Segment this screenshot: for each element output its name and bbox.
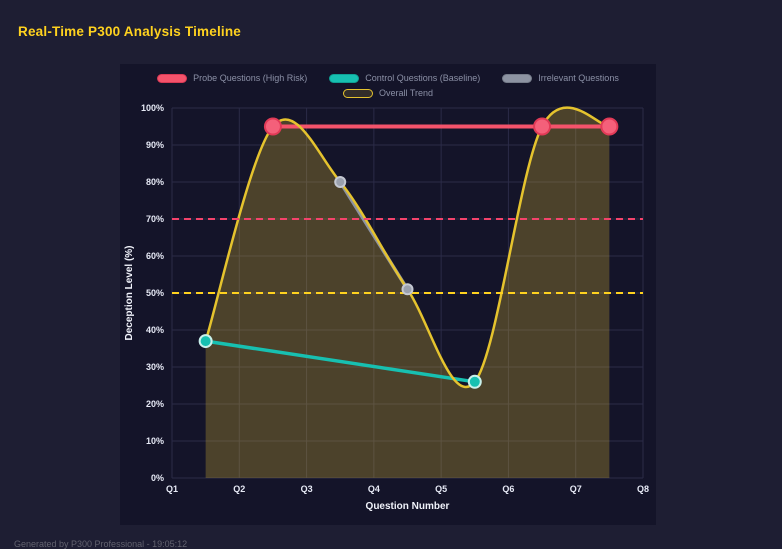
legend-swatch (157, 73, 188, 83)
data-point-marker[interactable] (263, 117, 282, 136)
legend-item[interactable]: Irrelevant Questions (502, 73, 619, 83)
chart-canvas: 0% 10% 20% 30% 40% 50% 60% 70% 80% 90% 100% Q1 Q2 Q3 Q… (124, 103, 649, 512)
chart-plot: 0% 10% 20% 30% 40% 50% 60% 70% 80% 90% 100% Q1 Q2 Q3 Q… (120, 102, 656, 522)
y-tick-label: 0% (151, 473, 164, 483)
data-point-marker[interactable] (600, 117, 619, 136)
x-axis-title: Question Number (366, 501, 450, 512)
y-tick-label: 70% (146, 214, 164, 224)
legend-swatch (329, 73, 360, 83)
legend-item[interactable]: Control Questions (Baseline) (329, 73, 480, 83)
legend-swatch (502, 73, 533, 83)
chart-panel: Probe Questions (High Risk) Control Quest… (120, 64, 656, 525)
y-tick-label: 50% (146, 288, 164, 298)
data-point-marker[interactable] (401, 283, 414, 296)
legend-label: Probe Questions (High Risk) (193, 73, 308, 83)
y-tick-label: 100% (141, 103, 164, 113)
x-tick-label: Q3 (301, 484, 313, 494)
legend-label: Overall Trend (378, 88, 434, 98)
footer-text: Generated by P300 Professional - 19:05:1… (14, 539, 188, 549)
series-line-1 (203, 339, 477, 384)
y-axis-title: Deception Level (%) (124, 245, 135, 340)
data-point-marker[interactable] (533, 117, 552, 136)
y-tick-label: 80% (146, 177, 164, 187)
legend-label: Control Questions (Baseline) (365, 73, 481, 83)
y-tick-label: 90% (146, 140, 164, 150)
data-point-marker[interactable] (198, 334, 213, 349)
x-tick-label: Q5 (435, 484, 447, 494)
x-tick-label: Q1 (166, 484, 178, 494)
data-point-marker[interactable] (467, 374, 482, 389)
x-tick-label: Q2 (233, 484, 245, 494)
y-tick-label: 30% (146, 362, 164, 372)
legend-item[interactable]: Overall Trend (342, 88, 434, 98)
x-tick-label: Q4 (368, 484, 380, 494)
y-tick-label: 60% (146, 251, 164, 261)
y-tick-label: 20% (146, 399, 164, 409)
data-point-marker[interactable] (334, 176, 347, 188)
legend-swatch (342, 88, 373, 98)
legend-label: Irrelevant Questions (538, 73, 619, 83)
y-tick-label: 40% (146, 325, 164, 335)
chart-legend: Probe Questions (High Risk) Control Quest… (120, 64, 656, 98)
page-title: Real-Time P300 Analysis Timeline (18, 24, 242, 39)
x-tick-label: Q8 (637, 484, 649, 494)
y-tick-label: 10% (146, 436, 164, 446)
x-tick-label: Q6 (502, 484, 514, 494)
x-tick-label: Q7 (570, 484, 582, 494)
legend-item[interactable]: Probe Questions (High Risk) (157, 73, 307, 83)
